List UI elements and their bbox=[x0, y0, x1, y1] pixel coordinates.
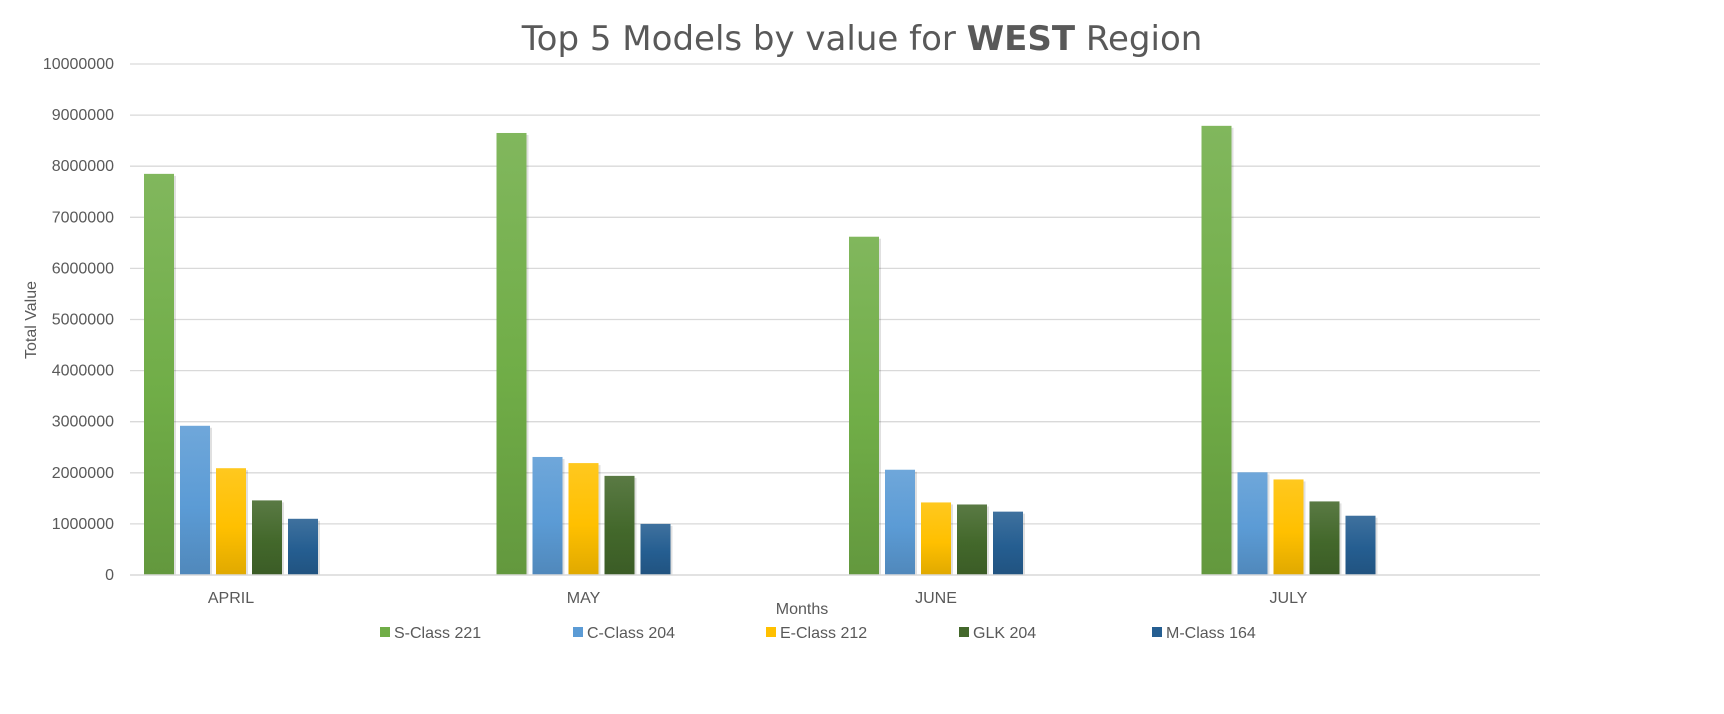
bar-glk-204-may bbox=[604, 475, 635, 575]
bar-glk-204-july bbox=[1309, 501, 1340, 575]
bar-glk-204-april bbox=[252, 500, 282, 575]
legend-swatch bbox=[380, 627, 390, 637]
y-tick-label: 9000000 bbox=[52, 107, 114, 124]
bar-s-class-221-june bbox=[849, 236, 879, 575]
bars bbox=[144, 125, 1378, 576]
chart-title-suffix: Region bbox=[1075, 19, 1202, 59]
x-tick-label-july: JULY bbox=[1270, 590, 1308, 607]
x-tick-label-april: APRIL bbox=[208, 590, 254, 607]
y-tick-label: 3000000 bbox=[52, 414, 114, 431]
y-tick-label: 10000000 bbox=[43, 56, 114, 73]
bar-s-class-221-april bbox=[144, 173, 174, 576]
legend: S-Class 221 C-Class 204 E-Class 212 GLK 204… bbox=[380, 625, 1256, 642]
legend-item-c-class-204: C-Class 204 bbox=[573, 625, 675, 642]
legend-item-glk-204: GLK 204 bbox=[959, 625, 1036, 642]
legend-swatch bbox=[766, 627, 776, 637]
bar-m-class-164-may bbox=[640, 523, 671, 575]
y-tick-label: 6000000 bbox=[52, 260, 114, 277]
bar-e-class-212-may bbox=[568, 463, 599, 575]
gridlines bbox=[130, 63, 1540, 525]
y-tick-label: 5000000 bbox=[52, 312, 114, 329]
bar-m-class-164-april bbox=[288, 518, 318, 575]
x-axis-title: Months bbox=[776, 601, 828, 618]
bar-s-class-221-may bbox=[496, 132, 527, 576]
bar-m-class-164-june bbox=[993, 511, 1023, 575]
bar-e-class-212-july bbox=[1273, 479, 1304, 575]
legend-swatch bbox=[1152, 627, 1162, 637]
bar-e-class-212-april bbox=[216, 468, 246, 575]
y-axis-title: Total Value bbox=[23, 281, 40, 359]
legend-item-m-class-164: M-Class 164 bbox=[1152, 625, 1256, 642]
chart-title: Top 5 Models by value for WEST Region bbox=[521, 19, 1203, 59]
chart-title-prefix: Top 5 Models by value for bbox=[521, 19, 967, 59]
x-tick-label-june: JUNE bbox=[915, 590, 957, 607]
bar-s-class-221-july bbox=[1201, 125, 1232, 576]
legend-item-e-class-212: E-Class 212 bbox=[766, 625, 867, 642]
legend-label: GLK 204 bbox=[973, 625, 1036, 642]
y-tick-label: 2000000 bbox=[52, 465, 114, 482]
legend-label: E-Class 212 bbox=[780, 625, 867, 642]
y-tick-label: 8000000 bbox=[52, 158, 114, 175]
y-tick-label: 4000000 bbox=[52, 363, 114, 380]
bar-c-class-204-june bbox=[885, 469, 915, 575]
bar-glk-204-june bbox=[957, 504, 987, 575]
legend-item-s-class-221: S-Class 221 bbox=[380, 625, 481, 642]
bar-c-class-204-july bbox=[1237, 472, 1268, 575]
bar-m-class-164-july bbox=[1345, 515, 1376, 575]
legend-label: M-Class 164 bbox=[1166, 625, 1256, 642]
x-axis-ticks: APRIL MAY JUNE JULY bbox=[208, 590, 1308, 607]
x-tick-label-may: MAY bbox=[567, 590, 601, 607]
y-tick-label: 0 bbox=[105, 567, 114, 584]
y-axis-ticks: 0 1000000 2000000 3000000 4000000 5000000 6000… bbox=[43, 56, 114, 584]
y-tick-label: 1000000 bbox=[52, 516, 114, 533]
y-tick-label: 7000000 bbox=[52, 209, 114, 226]
legend-swatch bbox=[573, 627, 583, 637]
bar-c-class-204-may bbox=[532, 456, 563, 575]
legend-label: C-Class 204 bbox=[587, 625, 675, 642]
legend-label: S-Class 221 bbox=[394, 625, 481, 642]
chart-title-emphasis: WEST bbox=[967, 19, 1076, 59]
bar-e-class-212-june bbox=[921, 502, 951, 575]
bar-c-class-204-april bbox=[180, 425, 210, 575]
legend-swatch bbox=[959, 627, 969, 637]
